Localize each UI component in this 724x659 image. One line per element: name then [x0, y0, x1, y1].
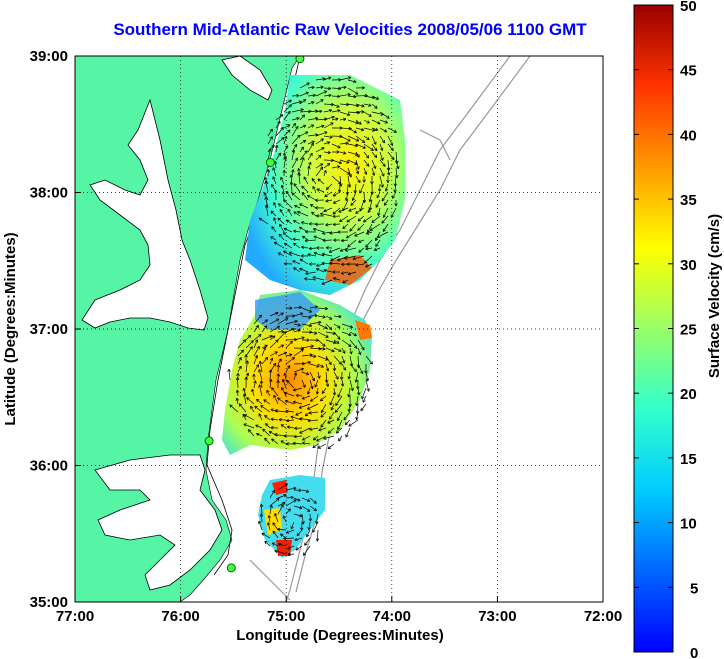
- y-tick-label: 37:00: [30, 321, 68, 338]
- colorbar-tick-label: 0: [690, 645, 698, 659]
- velocity-field-south: [258, 475, 325, 558]
- colorbar-tick-label: 45: [680, 63, 697, 80]
- chesapeake-bay: [81, 98, 209, 331]
- colorbar-tick-label: 40: [680, 127, 697, 144]
- y-tick-label: 38:00: [30, 185, 68, 202]
- colorbar-tick-label: 10: [680, 516, 697, 533]
- x-axis-label: Longitude (Degrees:Minutes): [236, 627, 444, 644]
- y-tick-label: 36:00: [30, 458, 68, 475]
- colorbar: [633, 4, 674, 653]
- colorbar-tick-label: 35: [680, 192, 697, 209]
- pamlico-sound: [94, 454, 223, 591]
- x-tick-label: 76:00: [161, 608, 199, 625]
- grid-lines: [75, 56, 603, 602]
- station-marker: [265, 157, 275, 167]
- station-marker: [226, 563, 236, 573]
- delaware-bay: [221, 56, 273, 101]
- station-marker: [295, 56, 305, 64]
- colorbar-label: Surface Velocity (cm/s): [706, 214, 723, 378]
- station-marker: [204, 436, 214, 446]
- y-tick-label: 35:00: [30, 594, 68, 611]
- colorbar-tick-label: 50: [680, 0, 697, 15]
- x-tick-label: 77:00: [56, 608, 94, 625]
- colorbar-tick-label: 30: [680, 257, 697, 274]
- map-title: Southern Mid-Atlantic Raw Velocities 200…: [113, 20, 587, 39]
- colorbar-tick-label: 5: [690, 580, 698, 597]
- velocity-field-north: [245, 75, 405, 295]
- x-tick-label: 73:00: [478, 608, 516, 625]
- x-tick-label: 72:00: [584, 608, 622, 625]
- hf-radar-stations: [204, 56, 305, 573]
- y-tick-label: 39:00: [30, 48, 68, 65]
- x-tick-label: 75:00: [267, 608, 305, 625]
- y-axis-label: Latitude (Degrees:Minutes): [2, 232, 19, 425]
- velocity-vectors: [227, 76, 400, 557]
- x-tick-label: 74:00: [373, 608, 411, 625]
- colorbar-tick-label: 20: [680, 386, 697, 403]
- colorbar-tick-label: 25: [680, 322, 697, 339]
- colorbar-tick-label: 15: [680, 451, 697, 468]
